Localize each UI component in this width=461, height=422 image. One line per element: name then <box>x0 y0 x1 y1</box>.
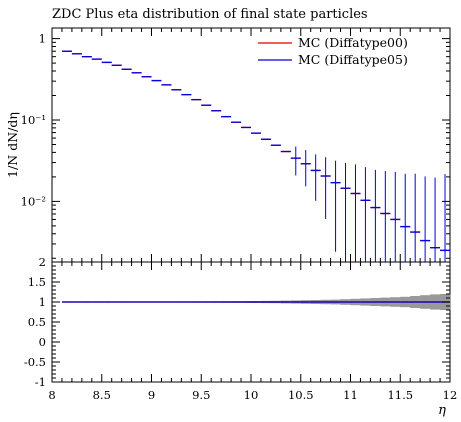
legend-label-0: MC (Diffatype00) <box>298 35 408 50</box>
y-tick-label-ratio: 1.5 <box>28 275 46 289</box>
main-x-ticks <box>51 28 451 262</box>
y-tick-label-ratio: 2 <box>39 255 46 269</box>
y-tick-label-ratio: 0 <box>39 335 46 349</box>
ratio-plot-area: 2 1.5 1 0.5 0 -0.5 -1 <box>24 255 451 389</box>
y-tick-label-ratio: -1 <box>35 375 46 389</box>
ratio-x-ticks <box>51 262 451 382</box>
ratio-plot-frame <box>51 261 451 383</box>
x-tick-label: 8.5 <box>93 388 111 402</box>
chart-title: ZDC Plus eta distribution of final state… <box>52 7 368 22</box>
x-tick-label: 10.5 <box>288 388 314 402</box>
x-axis-label: η <box>438 403 446 418</box>
x-tick-label: 11 <box>343 388 358 402</box>
y-tick-label-main: 10⁻² <box>21 194 46 208</box>
x-tick-labels: 8 8.5 9 9.5 10 10.5 11 11.5 12 <box>48 388 457 402</box>
x-tick-label: 11.5 <box>387 388 413 402</box>
main-plot-area: 10⁻² 10⁻¹ 1 <box>21 27 451 263</box>
x-tick-label: 10 <box>244 388 259 402</box>
y-tick-label-ratio: 0.5 <box>28 315 46 329</box>
ratio-y-ticks: 2 1.5 1 0.5 0 -0.5 -1 <box>24 255 450 389</box>
x-tick-label: 9 <box>148 388 155 402</box>
y-tick-label-ratio: -0.5 <box>24 355 46 369</box>
x-tick-label: 9.5 <box>192 388 210 402</box>
y-tick-label-main: 10⁻¹ <box>21 113 46 127</box>
x-tick-label: 8 <box>48 388 55 402</box>
legend-label-1: MC (Diffatype05) <box>298 52 408 67</box>
x-tick-label: 12 <box>443 388 458 402</box>
legend: MC (Diffatype00) MC (Diffatype05) <box>258 35 408 67</box>
y-axis-label: 1/N dN/dη <box>5 112 20 178</box>
main-y-ticks: 10⁻² 10⁻¹ 1 <box>21 32 450 259</box>
y-tick-label-main: 1 <box>39 32 46 46</box>
y-tick-label-ratio: 1 <box>39 295 46 309</box>
main-series <box>61 50 450 262</box>
